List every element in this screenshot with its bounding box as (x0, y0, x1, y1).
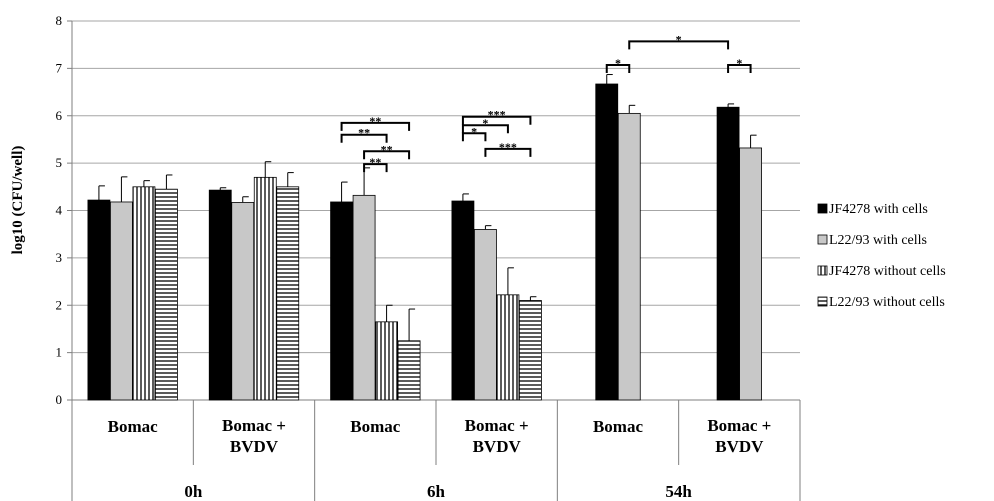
x-group-label: 0h (184, 482, 203, 501)
x-category-label: Bomac (350, 417, 401, 436)
significance-bracket (340, 121, 411, 131)
y-tick-label: 3 (56, 250, 63, 265)
y-tick-label: 0 (56, 392, 63, 407)
x-category-label: Bomac (108, 417, 159, 436)
x-category-label: BVDV (473, 437, 522, 456)
y-tick-label: 7 (56, 60, 63, 75)
y-tick-label: 4 (56, 203, 63, 218)
x-category-label: BVDV (715, 437, 764, 456)
significance-label: *** (499, 140, 517, 154)
legend-label: L22/93 without cells (829, 295, 945, 310)
bar (276, 186, 300, 401)
x-category-label: Bomac + (707, 416, 771, 435)
y-tick-label: 8 (56, 13, 63, 28)
significance-label: ** (369, 114, 381, 128)
legend-swatch (817, 265, 828, 276)
significance-bracket (363, 163, 388, 173)
bar (155, 188, 178, 401)
significance-bracket (461, 132, 487, 142)
significance-label: ** (358, 126, 370, 140)
significance-label: * (471, 124, 477, 138)
significance-bracket (628, 40, 730, 50)
bar (87, 199, 111, 401)
bar (739, 147, 762, 401)
bar (110, 201, 133, 401)
gridlines (72, 20, 800, 354)
x-category-label: BVDV (230, 437, 279, 456)
significance-bracket (605, 64, 631, 74)
x-category-label: Bomac (593, 417, 644, 436)
error-bars (98, 74, 757, 341)
x-group-label: 54h (665, 482, 692, 501)
legend-label: L22/93 with cells (829, 233, 927, 248)
bar (397, 340, 421, 401)
significance-label: * (615, 56, 621, 70)
x-group-label: 6h (427, 482, 446, 501)
legend-label: JF4278 without cells (829, 264, 946, 279)
bar (375, 321, 398, 401)
significance-label: ** (369, 155, 381, 169)
significance-label: * (676, 32, 682, 46)
significance-bracket (340, 133, 388, 143)
y-axis-title: log10 (CFU/well) (10, 146, 26, 255)
legend-label: JF4278 with cells (829, 202, 928, 217)
significance-brackets: ***************** ** (340, 32, 752, 173)
bar (451, 200, 475, 401)
bar (595, 83, 619, 401)
bar (330, 201, 353, 401)
legend-swatch (817, 234, 828, 245)
x-category-label: Bomac + (222, 416, 286, 435)
significance-label: * (736, 56, 742, 70)
legend-swatch (817, 296, 828, 307)
bar (519, 300, 542, 401)
legend: JF4278 with cells L22/93 with cells JF4278… (817, 202, 946, 310)
bar (231, 202, 255, 401)
axis-labels: 0 1 2 3 4 5 6 7 8 Bomac Bomac + BVDV Bomac Bomac + BVD… (56, 13, 772, 501)
bar (474, 229, 497, 401)
y-tick-label: 6 (56, 108, 63, 123)
significance-label: *** (488, 108, 506, 122)
significance-bracket (484, 147, 532, 157)
x-category-label: Bomac + (465, 416, 529, 435)
bar (352, 194, 376, 401)
y-tick-label: 1 (56, 345, 63, 360)
bar (617, 112, 641, 401)
bar (208, 189, 232, 401)
significance-bracket (363, 150, 411, 160)
y-tick-label: 2 (56, 297, 63, 312)
significance-label: ** (381, 142, 393, 156)
legend-swatch (817, 203, 828, 214)
y-tick-label: 5 (56, 155, 63, 170)
bar (132, 186, 156, 401)
bar (716, 106, 740, 401)
significance-label: * (482, 116, 488, 130)
significance-bracket (727, 64, 752, 74)
bar (253, 176, 277, 401)
axes (67, 20, 801, 501)
significance-bracket (461, 115, 532, 125)
bar (496, 294, 520, 401)
significance-bracket (461, 124, 509, 134)
bars (87, 83, 762, 401)
